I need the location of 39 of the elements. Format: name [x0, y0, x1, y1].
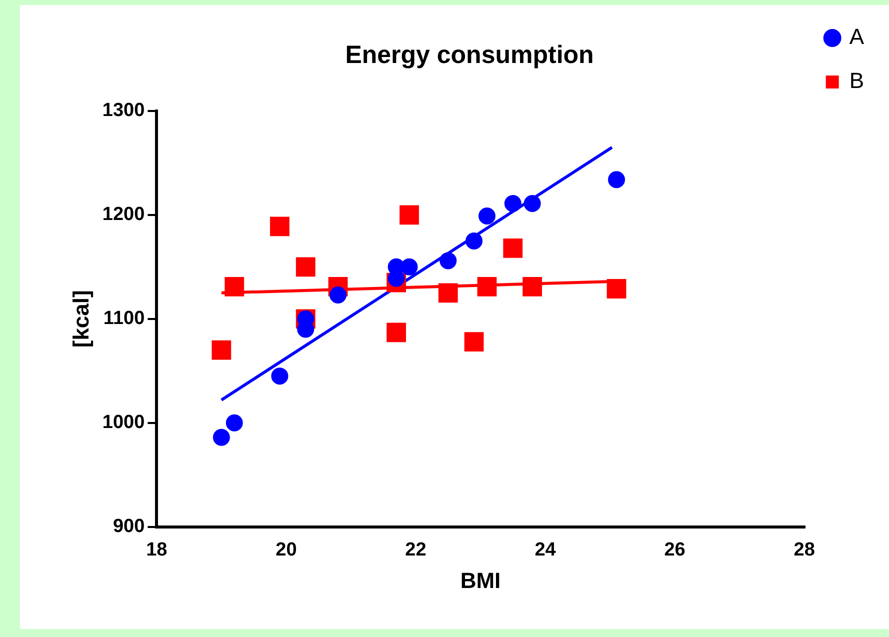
- point: [464, 332, 484, 352]
- point: [400, 258, 418, 276]
- point: [522, 276, 542, 296]
- y-axis-title: [kcal]: [68, 290, 94, 348]
- point: [503, 238, 523, 258]
- x-tick-label: 22: [405, 539, 426, 560]
- point: [504, 195, 522, 212]
- point: [466, 232, 483, 250]
- point: [226, 414, 243, 432]
- chart-title: Energy consumption: [345, 40, 594, 69]
- x-tick-label: 24: [534, 539, 556, 560]
- point: [386, 322, 406, 342]
- y-tick-label: 1000: [102, 412, 145, 434]
- point: [212, 428, 230, 446]
- x-axis-title: BMI: [460, 568, 501, 593]
- point: [438, 283, 458, 303]
- x-tick-label: 20: [276, 539, 297, 560]
- point: [440, 252, 457, 270]
- point: [524, 195, 541, 212]
- point: [400, 205, 419, 225]
- point: [270, 216, 290, 236]
- point: [224, 276, 244, 296]
- y-tick-label: 1200: [102, 204, 145, 226]
- point: [271, 368, 288, 385]
- point: [478, 207, 496, 224]
- point: [212, 340, 232, 360]
- y-tick-label: 1100: [103, 308, 145, 330]
- point: [606, 279, 626, 298]
- point: [477, 276, 497, 296]
- legend-label: A: [849, 24, 864, 50]
- point: [296, 257, 316, 277]
- x-tick-label: 18: [146, 539, 168, 560]
- x-tick-label: 26: [664, 539, 686, 560]
- point: [330, 286, 347, 304]
- y-tick-label: 1300: [102, 100, 145, 122]
- y-tick-label: 900: [112, 516, 145, 538]
- legend-label: B: [849, 68, 864, 94]
- x-tick-label: 28: [794, 539, 815, 560]
- point: [608, 171, 626, 188]
